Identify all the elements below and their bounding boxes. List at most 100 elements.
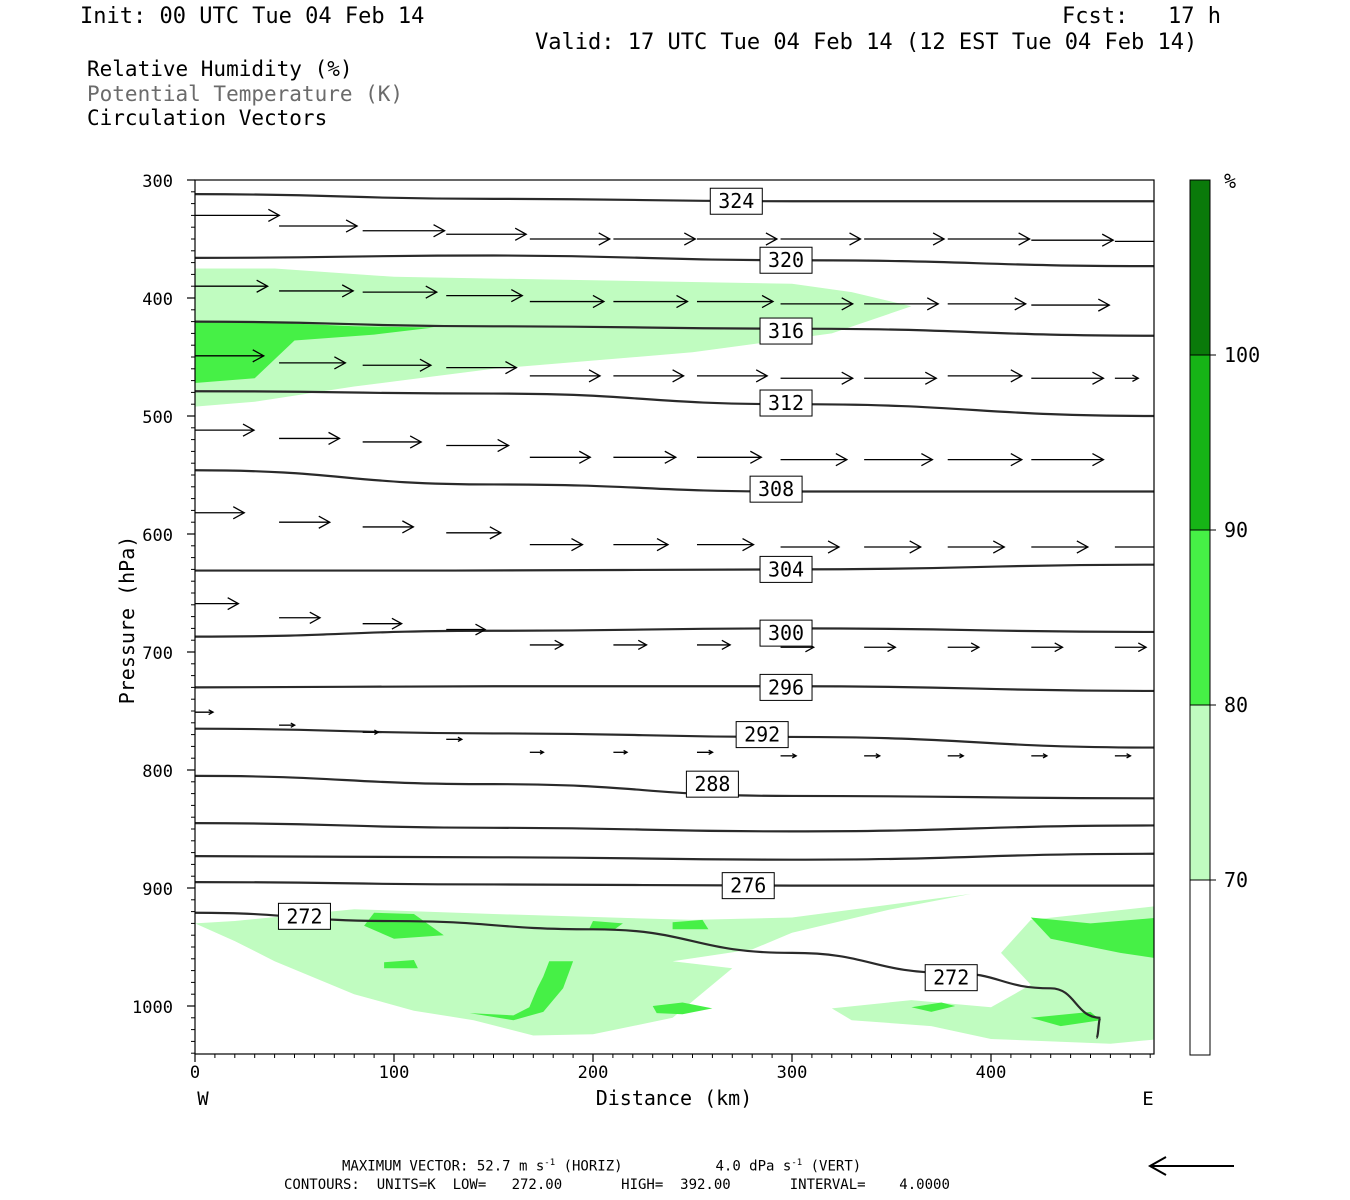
max-vector-vert-label: (VERT) — [810, 1158, 862, 1175]
vector-arrow-3 — [446, 227, 528, 241]
contour-labels: 276 288 292 296 300 304 308 312 316 320 324 272 272 — [277, 187, 978, 992]
vector-arrow-63 — [613, 639, 648, 651]
vector-arrow-57 — [1114, 546, 1154, 548]
contour-label-box-320 — [759, 246, 813, 274]
x-axis-west-label: W — [197, 1088, 209, 1110]
theta-contour-276 — [195, 881, 1154, 887]
vector-arrow-79 — [947, 753, 965, 759]
contour-label-276: 276 — [730, 874, 766, 898]
x-tick-label-0: 0 — [190, 1063, 200, 1083]
max-vector-horiz-exponent: -1 — [544, 1158, 556, 1168]
vector-arrow-78 — [864, 753, 882, 759]
vector-arrow-46 — [195, 506, 246, 520]
vector-arrow-4 — [529, 232, 612, 246]
contour-label-box-308 — [749, 475, 803, 503]
rh-region-80-90-10 — [1030, 917, 1154, 958]
contour-label-316: 316 — [768, 319, 804, 343]
colorbar-segment-0 — [1190, 180, 1210, 355]
colorbar: 100 90 80 70% — [1189, 169, 1260, 1056]
valid-time: Valid: 17 UTC Tue 04 Feb 14 (12 EST Tue … — [535, 30, 1198, 55]
vector-arrow-49 — [446, 526, 503, 540]
vector-arrow-54 — [864, 540, 923, 554]
vector-arrow-68 — [1031, 642, 1064, 653]
vector-arrow-52 — [696, 538, 755, 552]
max-vector-horiz-value: MAXIMUM VECTOR: 52.7 m s — [342, 1158, 545, 1175]
vector-arrow-30 — [780, 371, 855, 385]
vector-arrow-55 — [947, 540, 1006, 554]
y-tick-label-500: 500 — [142, 408, 173, 428]
x-axis-label: Distance (km) — [596, 1086, 753, 1110]
vector-arrow-77 — [780, 753, 798, 759]
vector-arrow-41 — [696, 450, 763, 464]
y-tick-label-900: 900 — [142, 880, 173, 900]
forecast-hour: 17 h — [1168, 4, 1221, 29]
vector-arrow-36 — [279, 431, 341, 446]
x-tick-label-400: 400 — [976, 1063, 1007, 1083]
vector-arrow-31 — [864, 371, 938, 385]
vector-arrow-26 — [446, 361, 518, 375]
vector-arrow-37 — [362, 435, 423, 449]
contour-label-324: 324 — [718, 189, 754, 213]
contour-label-300: 300 — [768, 621, 804, 645]
legend-potential-temperature: Potential Temperature (K) — [87, 82, 404, 106]
contour-label-box-276 — [721, 872, 775, 900]
rh-region-80-90-12 — [589, 921, 623, 931]
contour-label-296: 296 — [768, 675, 804, 699]
rh-region-70-80-0 — [195, 268, 912, 407]
colorbar-segment-2 — [1190, 530, 1210, 705]
vector-arrow-48 — [362, 520, 415, 534]
vector-arrow-32 — [947, 369, 1024, 383]
vector-arrow-42 — [780, 453, 849, 467]
rh-region-80-90-4 — [364, 912, 444, 939]
vector-arrow-11 — [1114, 240, 1154, 243]
vector-arrow-40 — [613, 450, 678, 464]
footer-contours: CONTOURS: UNITS=K LOW= 272.00 HIGH= 392.… — [284, 1177, 950, 1193]
vector-arrow-34 — [1114, 374, 1140, 383]
vector-arrow-43 — [864, 453, 934, 467]
vector-arrow-0 — [195, 208, 281, 223]
x-tick-label-100: 100 — [379, 1063, 410, 1083]
colorbar-label-80: 80 — [1224, 693, 1248, 717]
vector-arrow-61 — [446, 623, 487, 636]
init-time: Init: 00 UTC Tue 04 Feb 14 — [80, 4, 425, 29]
vector-arrow-12 — [195, 279, 269, 293]
contour-label-272b: 272 — [933, 966, 969, 990]
y-tick-label-600: 600 — [142, 526, 173, 546]
x-tick-label-200: 200 — [578, 1063, 609, 1083]
max-vector-horiz-label: (HORIZ) — [563, 1158, 623, 1175]
max-vector-vert-value: 4.0 dPa s — [715, 1158, 792, 1175]
vector-arrow-7 — [780, 232, 862, 246]
vector-arrow-66 — [864, 642, 897, 653]
y-tick-label-800: 800 — [142, 762, 173, 782]
y-axis-label: Pressure (hPa) — [115, 536, 139, 705]
max-vector-vert-exponent: -1 — [791, 1158, 803, 1168]
theta-contour-288 — [195, 774, 1154, 800]
colorbar-label-70: 70 — [1224, 868, 1248, 892]
vector-arrow-72 — [362, 729, 380, 735]
contour-label-320: 320 — [768, 248, 804, 272]
contour-label-292: 292 — [744, 723, 780, 747]
axes: 300 400 500 600 700 800 900 1000 0 100 200 300 400 — [132, 172, 1151, 1083]
vector-arrow-35 — [195, 423, 256, 437]
contour-label-288: 288 — [694, 772, 730, 796]
contour-label-box-300 — [759, 619, 813, 647]
vector-arrow-69 — [1114, 642, 1148, 653]
contour-label-box-296 — [759, 673, 813, 701]
vector-arrow-67 — [947, 642, 981, 653]
vector-arrow-81 — [1114, 753, 1132, 759]
contour-label-box-304 — [759, 555, 813, 583]
vector-arrow-75 — [613, 749, 629, 755]
colorbar-label-100: 100 — [1224, 343, 1260, 367]
vector-arrow-64 — [696, 639, 732, 651]
theta-contour-11 — [195, 852, 1154, 861]
vector-arrow-70 — [195, 709, 215, 716]
contour-label-312: 312 — [768, 391, 804, 415]
y-tick-label-300: 300 — [142, 172, 173, 192]
vector-arrow-39 — [529, 450, 592, 464]
vector-arrow-76 — [696, 749, 714, 756]
contour-label-304: 304 — [768, 557, 804, 581]
vector-arrow-24 — [279, 356, 347, 370]
contour-label-308: 308 — [758, 477, 794, 501]
circulation-vectors — [195, 208, 1154, 759]
